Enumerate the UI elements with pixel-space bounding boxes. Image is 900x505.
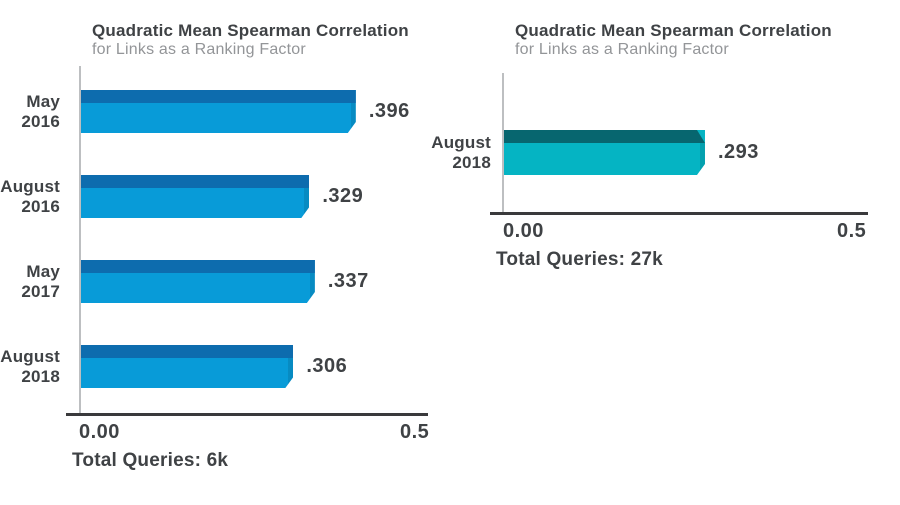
bar-value-label: .293 [717,141,759,163]
bar-row: August 2018 .293 [431,130,847,175]
bar-row: May 2016 .396 [21,90,428,133]
chart-title: Quadratic Mean Spearman Correlation [92,21,409,40]
category-label: May 2017 [21,261,60,301]
bar [81,345,293,388]
bars-area: August 2018 .293 [431,130,847,175]
bar-top-shade [81,260,315,273]
x-axis-line [490,212,868,215]
x-tick-max: 0.5 [837,220,867,242]
category-label: August 2018 [0,346,60,386]
bar-top-shade [81,90,356,103]
chart-title: Quadratic Mean Spearman Correlation [515,21,832,40]
bar-value-label: .396 [368,100,410,122]
bar-top-shade [81,175,309,188]
y-axis-line [502,73,504,214]
x-tick-min: 0.00 [503,220,544,242]
category-label: May 2016 [21,91,60,131]
bar-value-label: .329 [322,185,364,207]
bar-top-shade [504,130,705,143]
bar [81,260,315,303]
chart-subtitle: for Links as a Ranking Factor [515,41,729,58]
x-tick-max: 0.5 [400,421,430,443]
category-label: August 2018 [431,132,491,172]
bar-row: August 2016 .329 [0,175,428,218]
bar-value-label: .337 [327,270,369,292]
total-queries-label: Total Queries: 6k [72,450,229,471]
chart-links-ranking-27k: Quadratic Mean Spearman Correlation for … [431,0,900,505]
total-queries-label: Total Queries: 27k [496,249,663,270]
x-tick-min: 0.00 [79,421,120,443]
bar [504,130,705,175]
bar [81,90,356,133]
x-axis-line [66,413,428,416]
category-label: August 2016 [0,176,60,216]
bar-row: August 2018 .306 [0,345,428,388]
y-axis-line [79,66,81,415]
bar-top-shade [81,345,293,358]
chart-links-ranking-6k: Quadratic Mean Spearman Correlation for … [0,21,430,471]
chart-subtitle: for Links as a Ranking Factor [92,41,306,58]
bar-row: May 2017 .337 [21,260,428,303]
bar [81,175,309,218]
bar-value-label: .306 [306,355,348,377]
bars-area: May 2016 .396 August 2016 .329 May 2017 .337 Augu… [0,90,428,430]
